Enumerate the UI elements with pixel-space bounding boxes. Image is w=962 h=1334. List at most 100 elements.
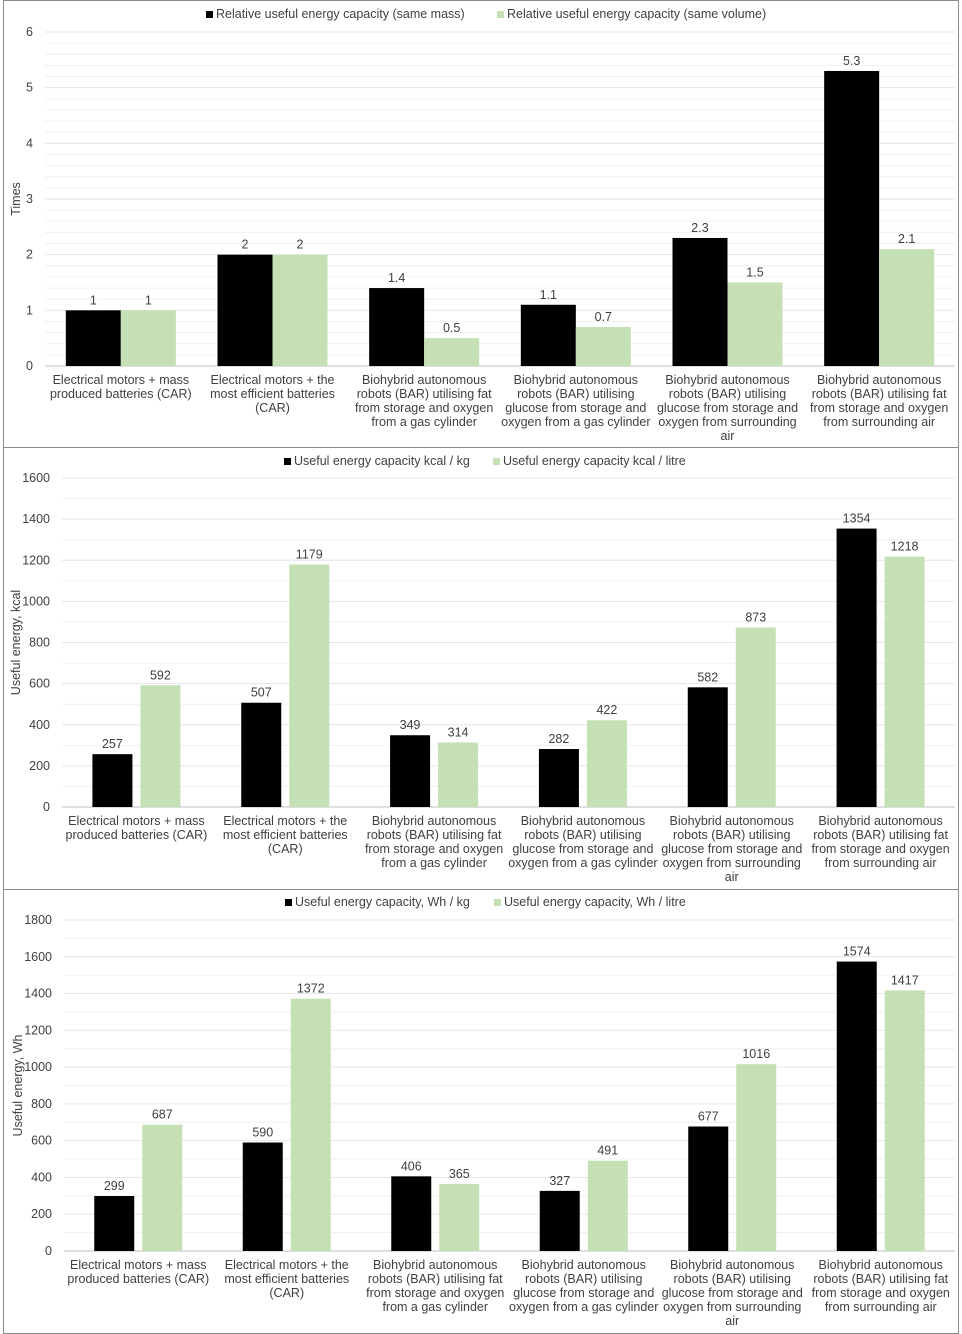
x-tick-label: Biohybrid autonomous bbox=[818, 814, 942, 828]
legend-label: Relative useful energy capacity (same ma… bbox=[216, 7, 465, 21]
y-axis-title: Useful energy, Wh bbox=[11, 1035, 25, 1137]
bar bbox=[439, 1183, 480, 1251]
y-tick-label: 400 bbox=[29, 718, 50, 732]
x-tick-label: produced batteries (CAR) bbox=[67, 1272, 209, 1286]
data-label: 0.5 bbox=[443, 321, 460, 335]
data-label: 5.3 bbox=[843, 54, 860, 68]
bar bbox=[289, 564, 330, 807]
data-label: 582 bbox=[697, 670, 718, 684]
x-tick-label: robots (BAR) utilising fat bbox=[813, 1272, 948, 1286]
bar bbox=[688, 1126, 729, 1251]
bar bbox=[120, 310, 176, 366]
x-tick-label: air bbox=[725, 870, 739, 884]
data-label: 1 bbox=[90, 293, 97, 307]
bar bbox=[836, 961, 877, 1251]
x-tick-label: Electrical motors + the bbox=[225, 1258, 349, 1272]
bar bbox=[687, 687, 728, 807]
x-tick-label: from a gas cylinder bbox=[371, 415, 477, 429]
x-tick-label: Electrical motors + mass bbox=[53, 373, 190, 387]
legend-swatch bbox=[285, 899, 292, 906]
y-tick-label: 1000 bbox=[24, 1060, 52, 1074]
x-tick-label: robots (BAR) utilising bbox=[524, 828, 641, 842]
y-tick-label: 800 bbox=[31, 1097, 52, 1111]
x-tick-label: from storage and oxygen bbox=[355, 401, 493, 415]
x-tick-label: Electrical motors + the bbox=[223, 814, 347, 828]
x-tick-label: robots (BAR) utilising bbox=[517, 387, 634, 401]
data-label: 327 bbox=[549, 1174, 570, 1188]
x-tick-label: from storage and oxygen bbox=[810, 401, 948, 415]
x-tick-label: from storage and oxygen bbox=[811, 842, 949, 856]
x-tick-label: glucose from storage and bbox=[662, 1286, 803, 1300]
data-label: 365 bbox=[449, 1167, 470, 1181]
x-tick-label: most efficient batteries bbox=[223, 828, 348, 842]
chart-panel-kcal bbox=[3, 447, 959, 890]
x-tick-label: oxygen from a gas cylinder bbox=[501, 415, 650, 429]
x-tick-label: Biohybrid autonomous bbox=[372, 814, 496, 828]
bar bbox=[92, 754, 133, 807]
y-axis-title: Useful energy, kcal bbox=[9, 590, 23, 695]
bar bbox=[391, 1176, 432, 1251]
data-label: 507 bbox=[251, 686, 272, 700]
x-tick-label: glucose from storage and bbox=[505, 401, 646, 415]
data-label: 1372 bbox=[297, 982, 325, 996]
bar bbox=[242, 1142, 283, 1251]
x-tick-label: robots (BAR) utilising bbox=[525, 1272, 642, 1286]
bar bbox=[539, 1190, 580, 1251]
y-tick-label: 1800 bbox=[24, 913, 52, 927]
data-label: 1218 bbox=[891, 540, 919, 554]
legend-label: Useful energy capacity, Wh / kg bbox=[295, 895, 470, 909]
bar bbox=[217, 254, 273, 366]
x-tick-label: produced batteries (CAR) bbox=[50, 387, 192, 401]
x-tick-label: robots (BAR) utilising fat bbox=[357, 387, 492, 401]
bar bbox=[735, 627, 776, 807]
x-tick-label: robots (BAR) utilising fat bbox=[812, 387, 947, 401]
legend-label: Useful energy capacity, Wh / litre bbox=[504, 895, 686, 909]
x-tick-label: from a gas cylinder bbox=[382, 1300, 488, 1314]
y-tick-label: 200 bbox=[31, 1207, 52, 1221]
bar bbox=[272, 254, 328, 366]
y-tick-label: 1400 bbox=[22, 512, 50, 526]
x-tick-label: from storage and oxygen bbox=[365, 842, 503, 856]
bar bbox=[538, 749, 579, 807]
bar bbox=[736, 1064, 777, 1251]
data-label: 873 bbox=[745, 610, 766, 624]
x-tick-label: Biohybrid autonomous bbox=[514, 373, 638, 387]
x-tick-label: robots (BAR) utilising bbox=[674, 1272, 791, 1286]
data-label: 406 bbox=[401, 1159, 422, 1173]
legend-swatch bbox=[494, 899, 501, 906]
bar bbox=[824, 70, 880, 366]
x-tick-label: (CAR) bbox=[268, 842, 303, 856]
x-tick-label: glucose from storage and bbox=[661, 842, 802, 856]
legend-label: Useful energy capacity kcal / litre bbox=[503, 454, 686, 468]
legend-label: Useful energy capacity kcal / kg bbox=[294, 454, 470, 468]
chart-panel-relative bbox=[3, 0, 959, 448]
y-tick-label: 1200 bbox=[24, 1023, 52, 1037]
y-axis-title: Times bbox=[9, 182, 23, 216]
x-tick-label: oxygen from surrounding bbox=[663, 1300, 801, 1314]
y-tick-label: 1 bbox=[26, 303, 33, 317]
bar bbox=[586, 720, 627, 807]
bar bbox=[587, 1160, 628, 1251]
x-tick-label: from a gas cylinder bbox=[381, 856, 487, 870]
x-tick-label: robots (BAR) utilising bbox=[669, 387, 786, 401]
x-tick-label: robots (BAR) utilising fat bbox=[368, 1272, 503, 1286]
x-tick-label: Biohybrid autonomous bbox=[817, 373, 941, 387]
y-tick-label: 600 bbox=[31, 1134, 52, 1148]
x-tick-label: robots (BAR) utilising bbox=[673, 828, 790, 842]
x-tick-label: produced batteries (CAR) bbox=[66, 828, 208, 842]
data-label: 1574 bbox=[843, 945, 871, 959]
data-label: 257 bbox=[102, 737, 123, 751]
bar bbox=[879, 249, 935, 366]
data-label: 422 bbox=[596, 703, 617, 717]
bar bbox=[390, 735, 431, 807]
data-label: 2 bbox=[242, 238, 249, 252]
data-label: 491 bbox=[597, 1144, 618, 1158]
x-tick-label: most efficient batteries bbox=[210, 387, 335, 401]
bar bbox=[142, 1124, 183, 1251]
x-tick-label: Biohybrid autonomous bbox=[665, 373, 789, 387]
x-tick-label: oxygen from a gas cylinder bbox=[508, 856, 657, 870]
y-tick-label: 1600 bbox=[22, 471, 50, 485]
legend-swatch bbox=[206, 11, 213, 18]
bar bbox=[672, 237, 728, 366]
